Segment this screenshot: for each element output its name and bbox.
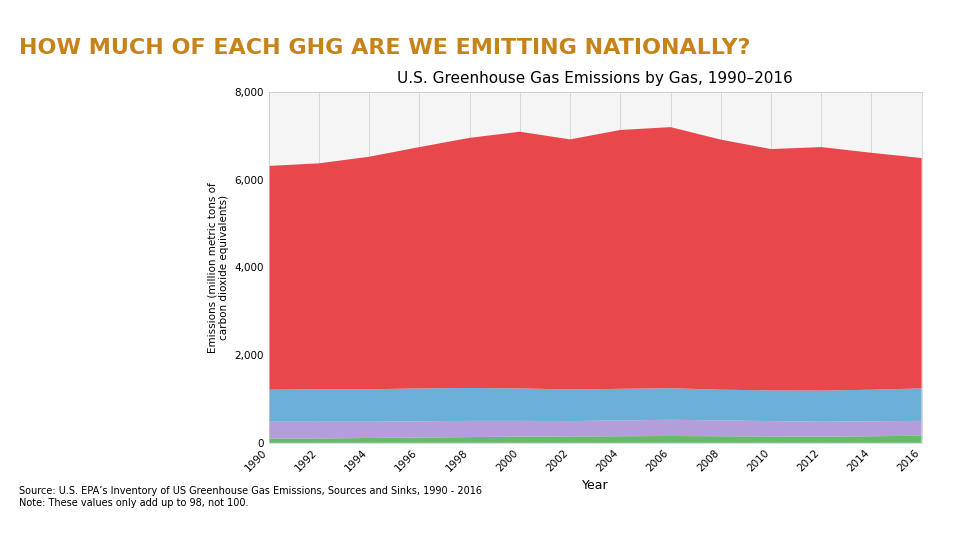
Y-axis label: Emissions (million metric tons of
carbon dioxide equivalents): Emissions (million metric tons of carbon… [207, 182, 228, 353]
Text: Source: U.S. EPA’s Inventory of US Greenhouse Gas Emissions, Sources and Sinks, : Source: U.S. EPA’s Inventory of US Green… [19, 486, 482, 508]
X-axis label: Year: Year [582, 479, 609, 492]
Title: U.S. Greenhouse Gas Emissions by Gas, 1990–2016: U.S. Greenhouse Gas Emissions by Gas, 19… [397, 71, 793, 86]
Text: HOW MUCH OF EACH GHG ARE WE EMITTING NATIONALLY?: HOW MUCH OF EACH GHG ARE WE EMITTING NAT… [19, 38, 751, 58]
